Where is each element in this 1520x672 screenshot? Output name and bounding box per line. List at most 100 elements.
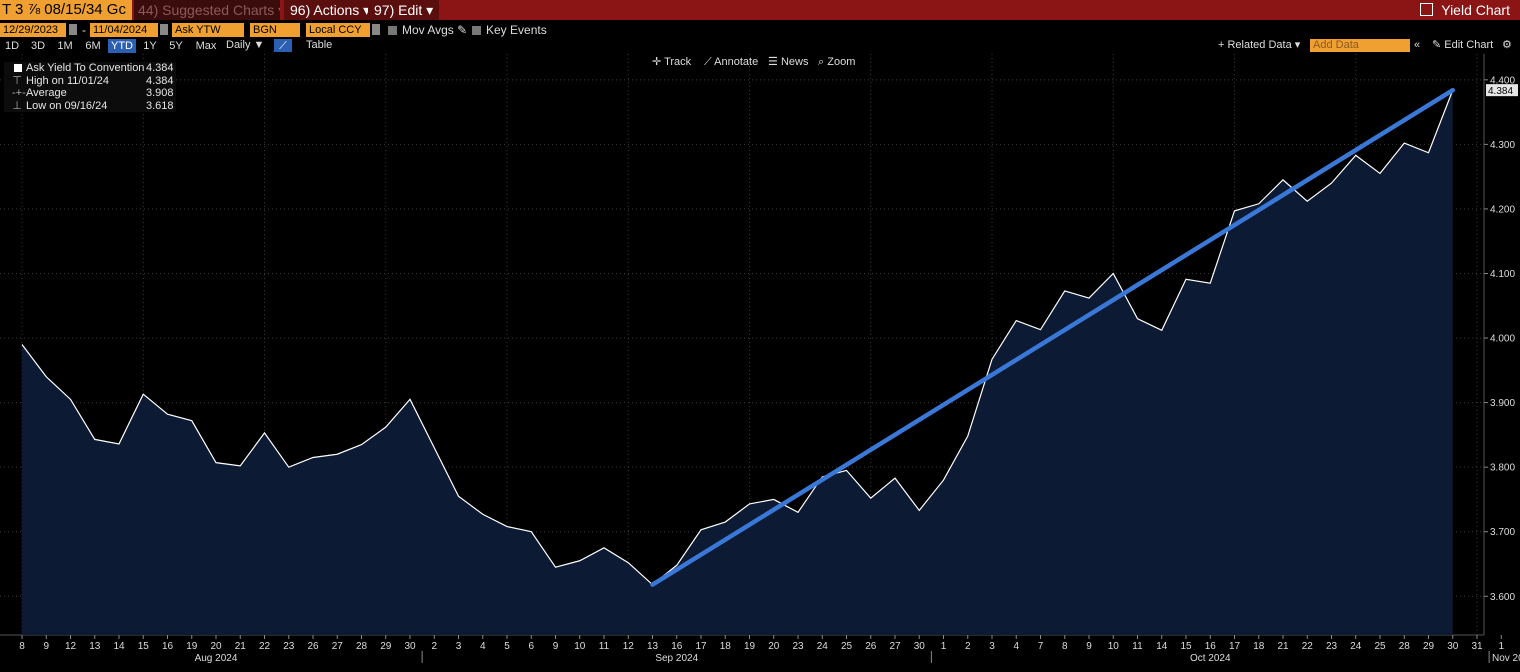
x-tick-label: 11: [1132, 641, 1143, 652]
x-tick-label: 14: [1156, 641, 1168, 652]
currency-dropdown-icon[interactable]: [372, 24, 380, 35]
line-chart-icon[interactable]: ⟋: [274, 39, 292, 52]
legend-low-value: 3.618: [146, 99, 174, 112]
related-data-menu[interactable]: + Related Data ▾: [1218, 39, 1301, 51]
x-tick-label: 19: [186, 641, 198, 652]
x-tick-label: 23: [283, 641, 295, 652]
x-tick-label: 8: [19, 641, 25, 652]
x-tick-label: 9: [43, 641, 49, 652]
x-tick-label: 21: [235, 641, 247, 652]
news-tool[interactable]: ☰ News: [768, 55, 808, 69]
x-tick-label: 21: [1277, 641, 1289, 652]
suggested-charts-menu[interactable]: 44) Suggested Charts ▾: [134, 0, 280, 20]
x-tick-label: 2: [431, 641, 437, 652]
range-1d[interactable]: 1D: [4, 40, 20, 52]
range-3d[interactable]: 3D: [30, 40, 46, 52]
range-1m[interactable]: 1M: [57, 40, 73, 52]
x-tick-label: 12: [65, 641, 77, 652]
range-5y[interactable]: 5Y: [169, 40, 183, 52]
x-tick-label: 13: [89, 641, 101, 652]
edit-chart-label: Edit Chart: [1444, 39, 1494, 51]
checkbox-icon[interactable]: [472, 26, 481, 35]
news-label: News: [780, 56, 809, 68]
table-button[interactable]: Table: [306, 39, 333, 51]
annotate-tool[interactable]: ⟋ Annotate: [704, 55, 758, 69]
x-tick-label: 26: [307, 641, 319, 652]
mov-avgs-toggle[interactable]: Mov Avgs ✎: [388, 23, 467, 38]
x-tick-label: 10: [1108, 641, 1120, 652]
field-selector[interactable]: Ask YTW: [172, 23, 244, 37]
last-value-badge: [1486, 84, 1518, 97]
x-tick-label: 25: [841, 641, 853, 652]
series-area: [22, 90, 1453, 635]
x-tick-label: 23: [792, 641, 804, 652]
range-1y[interactable]: 1Y: [143, 40, 157, 52]
external-link-icon[interactable]: [1420, 3, 1434, 16]
pencil-icon[interactable]: ✎: [457, 23, 468, 37]
x-tick-label: 12: [623, 641, 635, 652]
edit-chart-button[interactable]: ✎ Edit Chart: [1432, 38, 1493, 53]
zoom-tool[interactable]: ⌕ Zoom: [818, 55, 855, 69]
key-events-label: Key Events: [486, 23, 547, 37]
range-6m[interactable]: 6M: [85, 40, 101, 52]
x-tick-label: 23: [1326, 641, 1338, 652]
legend-high-value: 4.384: [146, 74, 174, 87]
end-date-field[interactable]: 11/04/2024: [90, 23, 158, 37]
legend-low-row: ⊥ Low on 09/16/24 3.618: [4, 100, 176, 113]
trend-line[interactable]: [650, 87, 1455, 587]
month-label: Aug 2024: [195, 653, 238, 664]
frequency-dropdown[interactable]: Daily ▼: [226, 39, 265, 51]
x-tick-label: 30: [914, 641, 926, 652]
currency-field[interactable]: Local CCY: [306, 23, 370, 37]
x-tick-label: 20: [210, 641, 222, 652]
pen-icon: ⟋: [704, 56, 712, 68]
start-date-field[interactable]: 12/29/2023: [0, 23, 66, 37]
x-tick-label: 26: [865, 641, 877, 652]
edit-menu[interactable]: 97) Edit ▾: [368, 0, 440, 20]
legend-low-label: Low on 09/16/24: [26, 99, 108, 112]
legend-average-label: Average: [26, 87, 67, 99]
pricing-source-field[interactable]: BGN: [250, 23, 300, 37]
x-tick-label: 25: [1374, 641, 1386, 652]
security-ticker[interactable]: T 3 ⅞ 08/15/34 Gc: [0, 0, 132, 20]
track-tool[interactable]: ✛ Track: [652, 55, 691, 69]
key-events-toggle[interactable]: Key Events: [472, 23, 547, 38]
legend-series-value: 4.384: [146, 62, 174, 74]
y-tick-label: 3.800: [1490, 463, 1515, 474]
y-tick-label: 4.400: [1490, 75, 1515, 86]
high-marker-icon: ⊤: [12, 74, 22, 87]
chart-title: Yield Chart: [1441, 2, 1510, 18]
average-marker-icon: -+-: [12, 87, 26, 99]
x-tick-label: 27: [889, 641, 901, 652]
x-tick-label: 18: [1253, 641, 1265, 652]
mov-avgs-label: Mov Avgs: [402, 23, 454, 37]
x-tick-label: 9: [1086, 641, 1092, 652]
x-tick-label: 13: [647, 641, 659, 652]
y-tick-label: 4.100: [1490, 269, 1515, 280]
calendar-icon[interactable]: [69, 24, 77, 35]
gear-icon[interactable]: ⚙: [1502, 39, 1512, 51]
x-tick-label: 17: [1229, 641, 1241, 652]
x-tick-label: 4: [1013, 641, 1019, 652]
range-ytd[interactable]: YTD: [108, 39, 136, 53]
x-tick-label: 22: [1302, 641, 1314, 652]
x-tick-label: 14: [113, 641, 125, 652]
series-line[interactable]: [21, 89, 1454, 586]
range-max[interactable]: Max: [195, 40, 217, 52]
x-tick-label: 20: [768, 641, 780, 652]
x-tick-label: 15: [138, 641, 150, 652]
actions-menu[interactable]: 96) Actions ▾: [284, 0, 377, 20]
legend-series-row[interactable]: Ask Yield To Convention 4.384: [4, 62, 176, 75]
x-tick-label: 28: [1399, 641, 1411, 652]
add-data-input[interactable]: Add Data: [1310, 39, 1410, 52]
y-tick-label: 3.700: [1490, 527, 1515, 538]
collapse-icon[interactable]: «: [1414, 39, 1421, 51]
x-tick-label: 8: [1062, 641, 1068, 652]
calendar-icon[interactable]: [160, 24, 168, 35]
crosshair-icon: ✛: [652, 56, 662, 68]
news-icon: ☰: [768, 56, 778, 68]
checkbox-icon[interactable]: [388, 26, 397, 35]
x-tick-label: 15: [1180, 641, 1192, 652]
x-tick-label: 9: [553, 641, 559, 652]
